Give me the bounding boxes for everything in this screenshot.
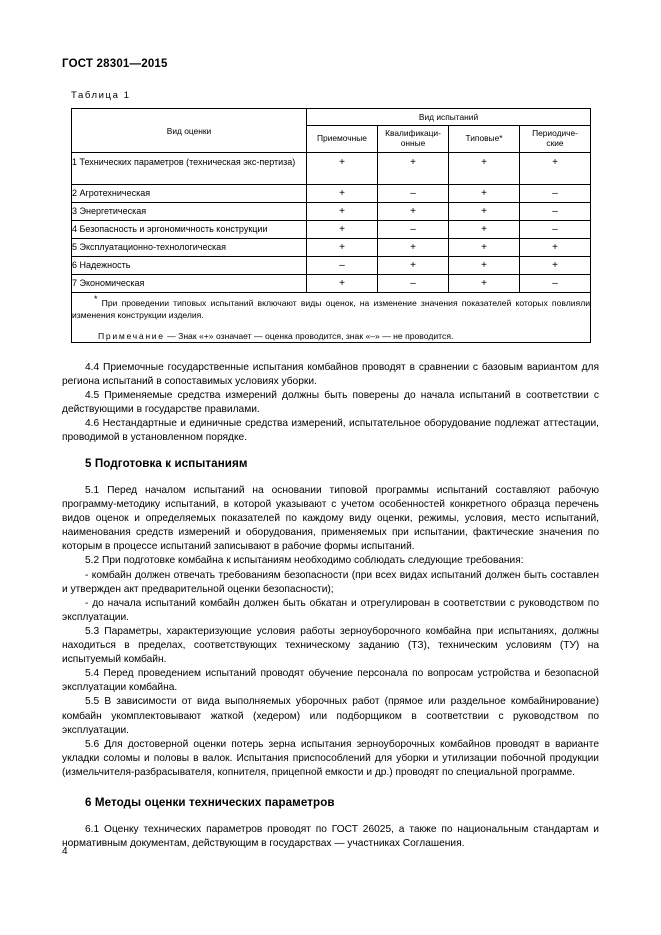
section-5-heading-block: 5 Подготовка к испытаниям xyxy=(62,457,599,471)
table-cell-name: 7 Экономическая xyxy=(71,274,307,293)
clause-5-2: 5.2 При подготовке комбайна к испытаниям… xyxy=(85,555,524,567)
table-row: 6 Надежность – + + + xyxy=(71,256,592,275)
table-cell-value: + xyxy=(306,202,378,221)
table-cell-name: 1 Технических параметров (техническая эк… xyxy=(71,152,307,185)
table-row: 3 Энергетическая + + + – xyxy=(71,202,592,221)
clauses-4-block: 4.4 Приемочные государственные испытания… xyxy=(62,361,599,446)
table-header-row-sub: Приемочные Квалификаци-онные Типовые* Пе… xyxy=(72,125,592,153)
table-note-text: Примечание — Знак «+» означает — оценка … xyxy=(72,330,590,342)
table-header-col-periodicheskie: Периодиче-ские xyxy=(518,125,592,153)
table-cell-value: – xyxy=(518,220,592,239)
table-header-row-group: Вид оценки Вид испытаний xyxy=(71,108,592,153)
table-cell-value: + xyxy=(306,152,378,185)
clause-5-2-item-b: - до начала испытаний комбайн должен быт… xyxy=(62,597,599,623)
table-cell-value: + xyxy=(448,274,520,293)
table-cell-value: + xyxy=(518,256,592,275)
evaluation-types-table: Вид оценки Вид испытаний Приемочные Квал… xyxy=(70,108,592,344)
table-cell-value: – xyxy=(377,220,449,239)
table-cell-value: + xyxy=(448,202,520,221)
table-cell-value: + xyxy=(377,256,449,275)
table-cell-name: 3 Энергетическая xyxy=(71,202,307,221)
section-5-title: 5 Подготовка к испытаниям xyxy=(85,457,248,470)
table-cell-name: 5 Эксплуатационно-технологическая xyxy=(71,238,307,257)
page-number: 4 xyxy=(62,846,68,857)
table-cell-value: + xyxy=(518,238,592,257)
table-1-container: Вид оценки Вид испытаний Приемочные Квал… xyxy=(70,108,592,344)
note-body: — Знак «+» означает — оценка проводится,… xyxy=(167,330,454,341)
table-cell-value: + xyxy=(448,238,520,257)
table-cell-value: + xyxy=(306,238,378,257)
clause-4-4: 4.4 Приемочные государственные испытания… xyxy=(62,362,599,388)
table-footnote-row: * При проведении типовых испытаний включ… xyxy=(70,291,592,344)
table-cell-value: + xyxy=(448,256,520,275)
table-cell-value: – xyxy=(377,274,449,293)
table-cell-name: 2 Агротехническая xyxy=(71,184,307,203)
section-6-title: 6 Методы оценки технических параметров xyxy=(85,796,335,809)
table-row: 2 Агротехническая + – + – xyxy=(71,184,592,203)
table-cell-value: – xyxy=(377,184,449,203)
clause-5-3: 5.3 Параметры, характеризующие условия р… xyxy=(62,625,599,666)
table-header-row-label: Вид оценки xyxy=(71,108,307,153)
table-header-col-group: Вид испытаний xyxy=(305,108,592,126)
table-row: 1 Технических параметров (техническая эк… xyxy=(71,152,592,185)
table-cell-value: + xyxy=(448,184,520,203)
table-cell-value: + xyxy=(377,202,449,221)
table-cell-value: + xyxy=(306,220,378,239)
clause-5-5: 5.5 В зависимости от вида выполняемых уб… xyxy=(62,696,599,736)
clause-5-6: 5.6 Для достоверной оценки потерь зерна … xyxy=(62,738,599,778)
footnote-body: При проведении типовых испытаний включаю… xyxy=(72,297,591,321)
table-body: 1 Технических параметров (техническая эк… xyxy=(70,152,592,344)
table-cell-value: + xyxy=(306,184,378,203)
clause-5-2-item-a: - комбайн должен отвечать требованиям бе… xyxy=(62,569,599,595)
table-cell-value: + xyxy=(377,238,449,257)
section-6-heading-block: 6 Методы оценки технических параметров xyxy=(62,796,599,810)
table-cell-value: – xyxy=(518,274,592,293)
footnote-marker-icon: * xyxy=(94,294,98,304)
table-footnote-text: * При проведении типовых испытаний включ… xyxy=(72,293,590,322)
note-label: Примечание xyxy=(98,330,165,341)
clause-5-4: 5.4 Перед проведением испытаний проводят… xyxy=(62,668,599,694)
table-caption: Таблица 1 xyxy=(71,90,131,101)
table-cell-value: + xyxy=(448,152,520,185)
section-6-body: 6.1 Оценку технических параметров провод… xyxy=(62,823,599,851)
table-cell-name: 6 Надежность xyxy=(71,256,307,275)
table-cell-value: + xyxy=(448,220,520,239)
running-header-standard-id: ГОСТ 28301—2015 xyxy=(62,58,168,70)
table-cell-value: – xyxy=(518,202,592,221)
table-header-col-kvalifikacionnye: Квалификаци-онные xyxy=(377,125,449,153)
table-cell-value: – xyxy=(518,184,592,203)
table-row: 7 Экономическая + – + – xyxy=(71,274,592,293)
table-cell-value: + xyxy=(377,152,449,185)
table-row: 5 Эксплуатационно-технологическая + + + … xyxy=(71,238,592,257)
table-header-col-priemochnye: Приемочные xyxy=(306,125,378,153)
table-cell-value: + xyxy=(306,274,378,293)
table-cell-value: + xyxy=(518,152,592,185)
clause-4-5: 4.5 Применяемые средства измерений должн… xyxy=(62,390,599,416)
clause-4-6: 4.6 Нестандартные и единичные средства и… xyxy=(62,418,599,444)
table-cell-name: 4 Безопасность и эргономичность конструк… xyxy=(71,220,307,239)
clause-6-1: 6.1 Оценку технических параметров провод… xyxy=(62,824,599,850)
table-cell-value: – xyxy=(306,256,378,275)
table-row: 4 Безопасность и эргономичность конструк… xyxy=(71,220,592,239)
table-header-col-tipovye: Типовые* xyxy=(448,125,520,153)
clause-5-1: 5.1 Перед началом испытаний на основании… xyxy=(62,485,599,553)
section-5-body: 5.1 Перед началом испытаний на основании… xyxy=(62,484,599,780)
table-footnote-cell: * При проведении типовых испытаний включ… xyxy=(70,291,592,344)
